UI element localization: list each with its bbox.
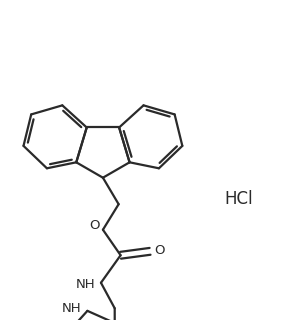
Text: O: O (155, 244, 165, 257)
Text: O: O (89, 219, 99, 232)
Text: HCl: HCl (224, 190, 253, 208)
Text: NH: NH (76, 278, 95, 291)
Text: NH: NH (62, 302, 81, 315)
